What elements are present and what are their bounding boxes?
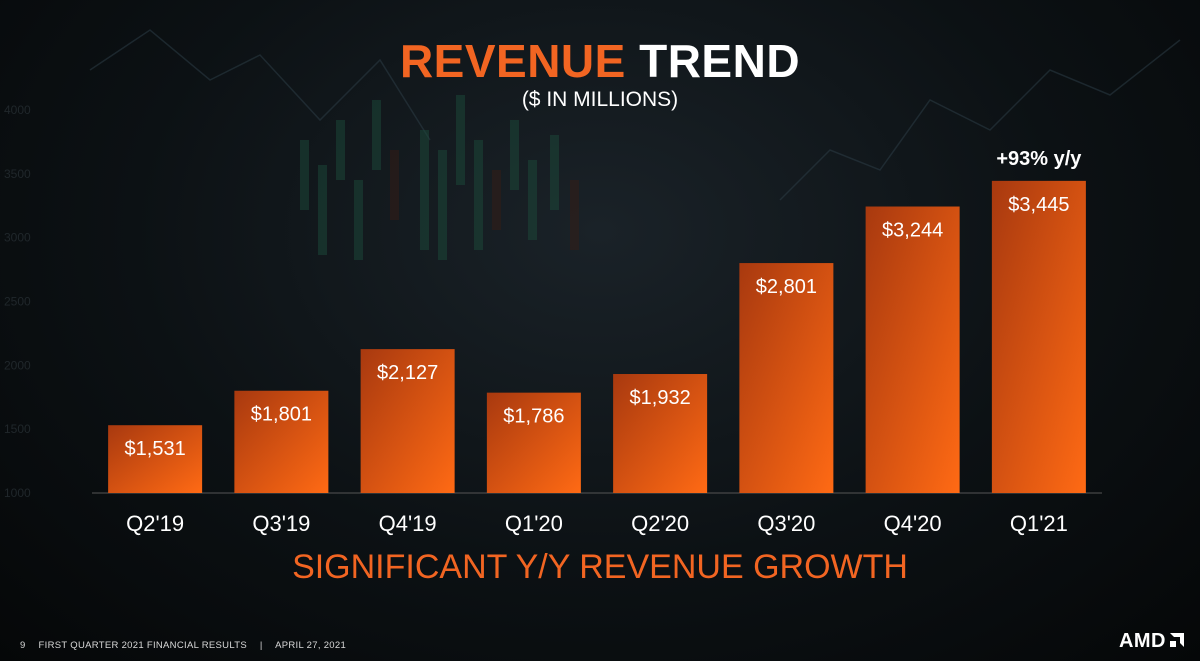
x-tick-label: Q4'20 xyxy=(884,511,942,536)
x-tick-label: Q3'19 xyxy=(252,511,310,536)
bar xyxy=(486,392,581,493)
bar xyxy=(739,263,834,493)
bar-value-label: $3,445 xyxy=(1008,194,1069,216)
logo-text: AMD xyxy=(1118,630,1166,652)
footer-date: APRIL 27, 2021 xyxy=(275,640,347,651)
bar xyxy=(865,206,960,494)
y-axis: 1000 1500 2000 2500 3000 3500 4000 xyxy=(4,103,31,500)
bar xyxy=(991,180,1086,494)
bar xyxy=(613,374,708,493)
y-tick-label: 3500 xyxy=(4,167,31,181)
bar-value-label: $1,932 xyxy=(630,387,691,409)
bar-value-label: $2,801 xyxy=(756,276,817,298)
footer-text: FIRST QUARTER 2021 FINANCIAL RESULTS xyxy=(38,640,247,651)
x-tick-label: Q1'20 xyxy=(505,511,563,536)
footer: 9 FIRST QUARTER 2021 FINANCIAL RESULTS |… xyxy=(20,640,356,651)
x-tick-label: Q4'19 xyxy=(379,511,437,536)
bar-value-label: $1,531 xyxy=(125,438,186,460)
bar-value-label: $1,801 xyxy=(251,404,312,426)
y-tick-label: 3000 xyxy=(4,231,31,245)
x-tick-label: Q3'20 xyxy=(757,511,815,536)
x-tick-label: Q2'19 xyxy=(126,511,184,536)
title-rest: TREND xyxy=(639,35,801,87)
x-tick-label: Q2'20 xyxy=(631,511,689,536)
bar-value-label: $3,244 xyxy=(882,220,943,242)
title-highlight: REVENUE xyxy=(399,35,626,87)
bar xyxy=(108,425,203,493)
page-number: 9 xyxy=(20,640,26,651)
bar-value-label: $2,127 xyxy=(377,362,438,384)
footer-separator: | xyxy=(259,640,263,651)
slide-subtitle: ($ IN MILLIONS) xyxy=(521,88,679,111)
bar-value-label: $1,786 xyxy=(503,406,564,428)
y-tick-label: 2500 xyxy=(4,295,31,309)
bar-series: $1,531 Q2'19 $1,801 Q3'19 $2,127 Q4'19 $1,786 Q… xyxy=(108,148,1086,536)
slide-title: REVENUE TREND xyxy=(0,34,1200,88)
y-tick-label: 1500 xyxy=(4,422,31,436)
amd-logo: AMD xyxy=(1119,630,1184,653)
tagline: SIGNIFICANT Y/Y REVENUE GROWTH xyxy=(292,548,908,586)
bar xyxy=(360,349,455,493)
bar xyxy=(234,390,329,493)
y-tick-label: 1000 xyxy=(4,486,31,500)
growth-annotation: +93% y/y xyxy=(996,148,1082,170)
x-tick-label: Q1'21 xyxy=(1010,511,1068,536)
y-tick-label: 4000 xyxy=(4,103,31,117)
amd-arrow-icon xyxy=(1170,633,1184,647)
y-tick-label: 2000 xyxy=(4,358,31,372)
